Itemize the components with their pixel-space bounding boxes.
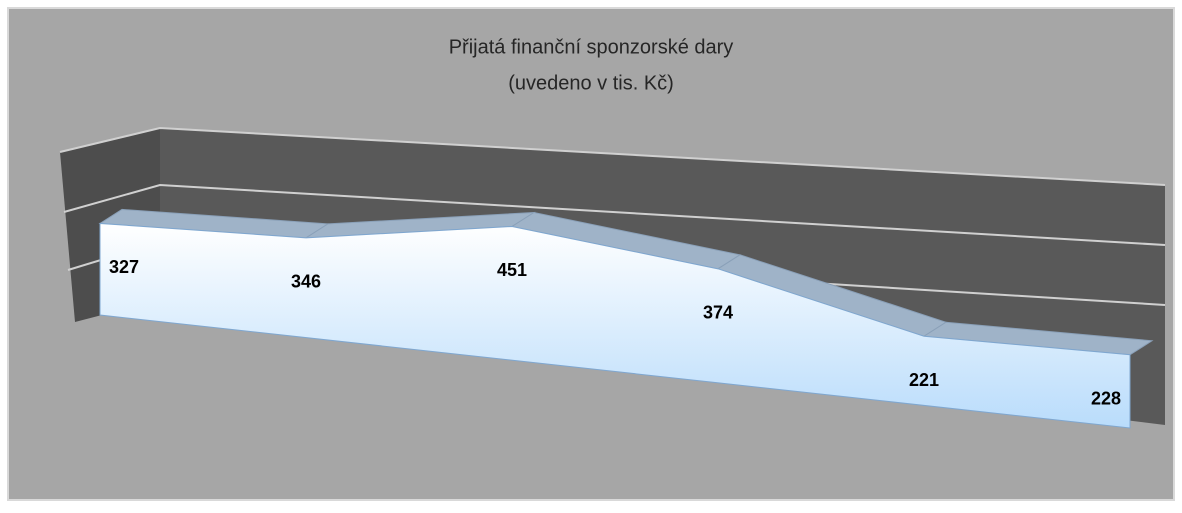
data-label: 327 xyxy=(109,257,139,277)
data-label: 221 xyxy=(909,370,939,390)
chart-subtitle: (uvedeno v tis. Kč) xyxy=(508,72,674,94)
data-label: 228 xyxy=(1091,389,1121,409)
area xyxy=(99,222,1131,429)
data-label: 346 xyxy=(291,272,321,292)
data-label: 374 xyxy=(703,303,733,323)
chart-title: Přijatá finanční sponzorské dary xyxy=(449,36,734,58)
data-label: 451 xyxy=(497,260,527,280)
